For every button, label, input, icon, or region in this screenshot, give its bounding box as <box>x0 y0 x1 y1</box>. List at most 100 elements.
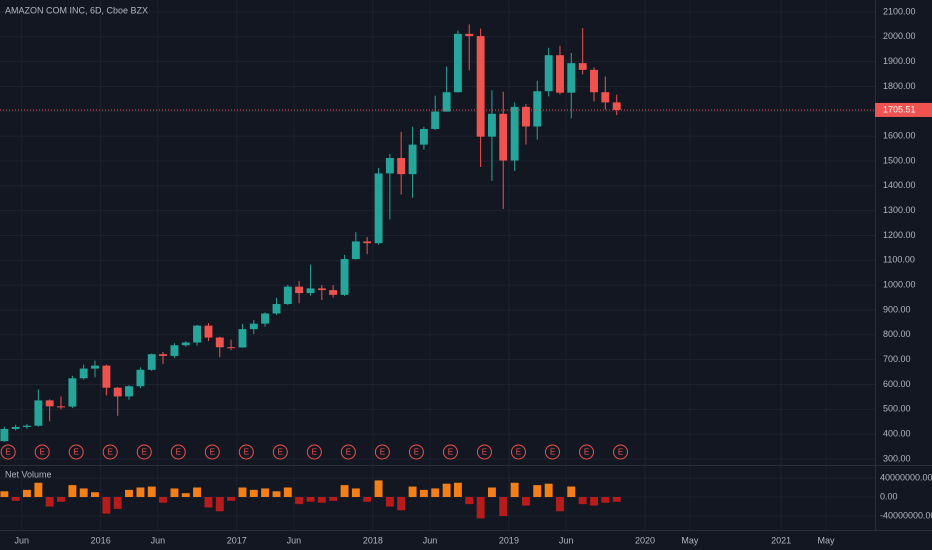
volume-bar <box>544 483 553 498</box>
volume-bar <box>465 497 474 505</box>
volume-bar <box>215 497 224 512</box>
pane-title: Net Volume <box>5 469 52 479</box>
y-tick-label: 700.00 <box>883 354 911 364</box>
volume-tick-label: -40000000.00 <box>880 510 932 520</box>
volume-bar <box>317 497 326 503</box>
candle-body <box>113 387 122 397</box>
candle-body <box>567 63 576 93</box>
volume-bar <box>283 487 292 498</box>
candle-body <box>453 33 462 93</box>
x-tick-label: 2016 <box>91 535 111 545</box>
volume-bar <box>181 493 190 498</box>
volume-bar <box>329 497 338 501</box>
candle-body <box>351 241 360 260</box>
earnings-marker <box>476 444 492 460</box>
y-tick-label: 1000.00 <box>883 280 916 290</box>
volume-bar <box>204 497 213 508</box>
candle-body <box>363 241 372 244</box>
volume-bar <box>159 497 167 503</box>
x-tick-label: 2017 <box>227 535 247 545</box>
grid <box>0 0 875 530</box>
earnings-marker <box>0 444 16 460</box>
earnings-marker <box>272 444 288 460</box>
volume-bar <box>57 497 65 502</box>
volume-bar <box>476 497 485 519</box>
last-price-label: 1705.51 <box>883 104 916 114</box>
earnings-label: E <box>516 448 521 457</box>
y-tick-label: 1600.00 <box>883 131 916 141</box>
candle-body <box>612 102 621 110</box>
earnings-label: E <box>618 448 623 457</box>
volume-bar <box>374 480 383 498</box>
volume-bar <box>453 482 462 498</box>
volume-bar <box>272 491 281 498</box>
candle-body <box>431 111 440 129</box>
candle-body <box>374 173 383 244</box>
volume-bar <box>261 488 270 498</box>
candle-body <box>510 106 519 161</box>
candle-body <box>306 288 315 294</box>
volume-tick-label: 0.00 <box>880 491 898 501</box>
y-tick-label: 900.00 <box>883 304 911 314</box>
candle-body <box>249 323 258 330</box>
candle-body <box>521 106 530 127</box>
labels: Jun 2016 Jun 2017 Jun 2018 Jun 2019 Jun 2020 May 20… <box>5 6 932 545</box>
earnings-label: E <box>176 448 181 457</box>
volume-bar <box>79 488 88 498</box>
earnings-label: E <box>40 448 45 457</box>
volume-bar <box>238 487 247 498</box>
candle-body <box>215 337 224 348</box>
earnings-label: E <box>584 448 589 457</box>
volume-bar <box>351 488 360 498</box>
earnings-marker <box>408 444 424 460</box>
earnings-marker <box>510 444 526 460</box>
candle-body <box>397 158 406 175</box>
volume-bar <box>11 497 20 501</box>
candle-body <box>465 33 474 37</box>
x-tick-label: 2019 <box>499 535 519 545</box>
volume-bar <box>113 497 122 509</box>
y-tick-label: 1800.00 <box>883 81 916 91</box>
volume-bar <box>397 497 406 511</box>
candle-body <box>442 92 451 112</box>
earnings-label: E <box>550 448 555 457</box>
y-tick-label: 2000.00 <box>883 31 916 41</box>
volume-bar <box>556 497 564 512</box>
x-tick-label: 2018 <box>363 535 383 545</box>
volume-bar <box>34 482 43 498</box>
candle-body <box>590 69 598 93</box>
earnings-label: E <box>108 448 113 457</box>
candle-body <box>385 158 394 174</box>
volume-tick-label: 40000000.00 <box>880 472 932 482</box>
earnings-marker <box>204 444 220 460</box>
volume-bar <box>419 489 428 498</box>
y-tick-label: 600.00 <box>883 379 911 389</box>
earnings-marker <box>442 444 458 460</box>
candle-body <box>147 354 156 370</box>
candle-body <box>79 368 88 379</box>
y-tick-label: 1500.00 <box>883 155 916 165</box>
earnings-label: E <box>244 448 249 457</box>
earnings-marker <box>102 444 118 460</box>
y-tick-label: 800.00 <box>883 329 911 339</box>
volume-bar <box>431 488 440 498</box>
earnings-label: E <box>482 448 487 457</box>
earnings-label: E <box>380 448 385 457</box>
candle-body <box>34 400 43 426</box>
candle-body <box>408 144 417 175</box>
earnings-label: E <box>142 448 147 457</box>
y-tick-label: 300.00 <box>883 453 911 463</box>
volume-bar <box>45 497 54 507</box>
earnings-label: E <box>312 448 317 457</box>
volume-bar <box>147 486 156 498</box>
volume-bar <box>521 497 530 506</box>
candle-body <box>125 386 133 397</box>
volume-bar <box>487 487 496 498</box>
y-tick-label: 1400.00 <box>883 180 916 190</box>
y-tick-label: 1100.00 <box>883 255 915 265</box>
earnings-marker <box>170 444 186 460</box>
y-tick-label: 400.00 <box>883 429 911 439</box>
volume-bar <box>102 497 111 514</box>
candle-body <box>317 288 326 291</box>
